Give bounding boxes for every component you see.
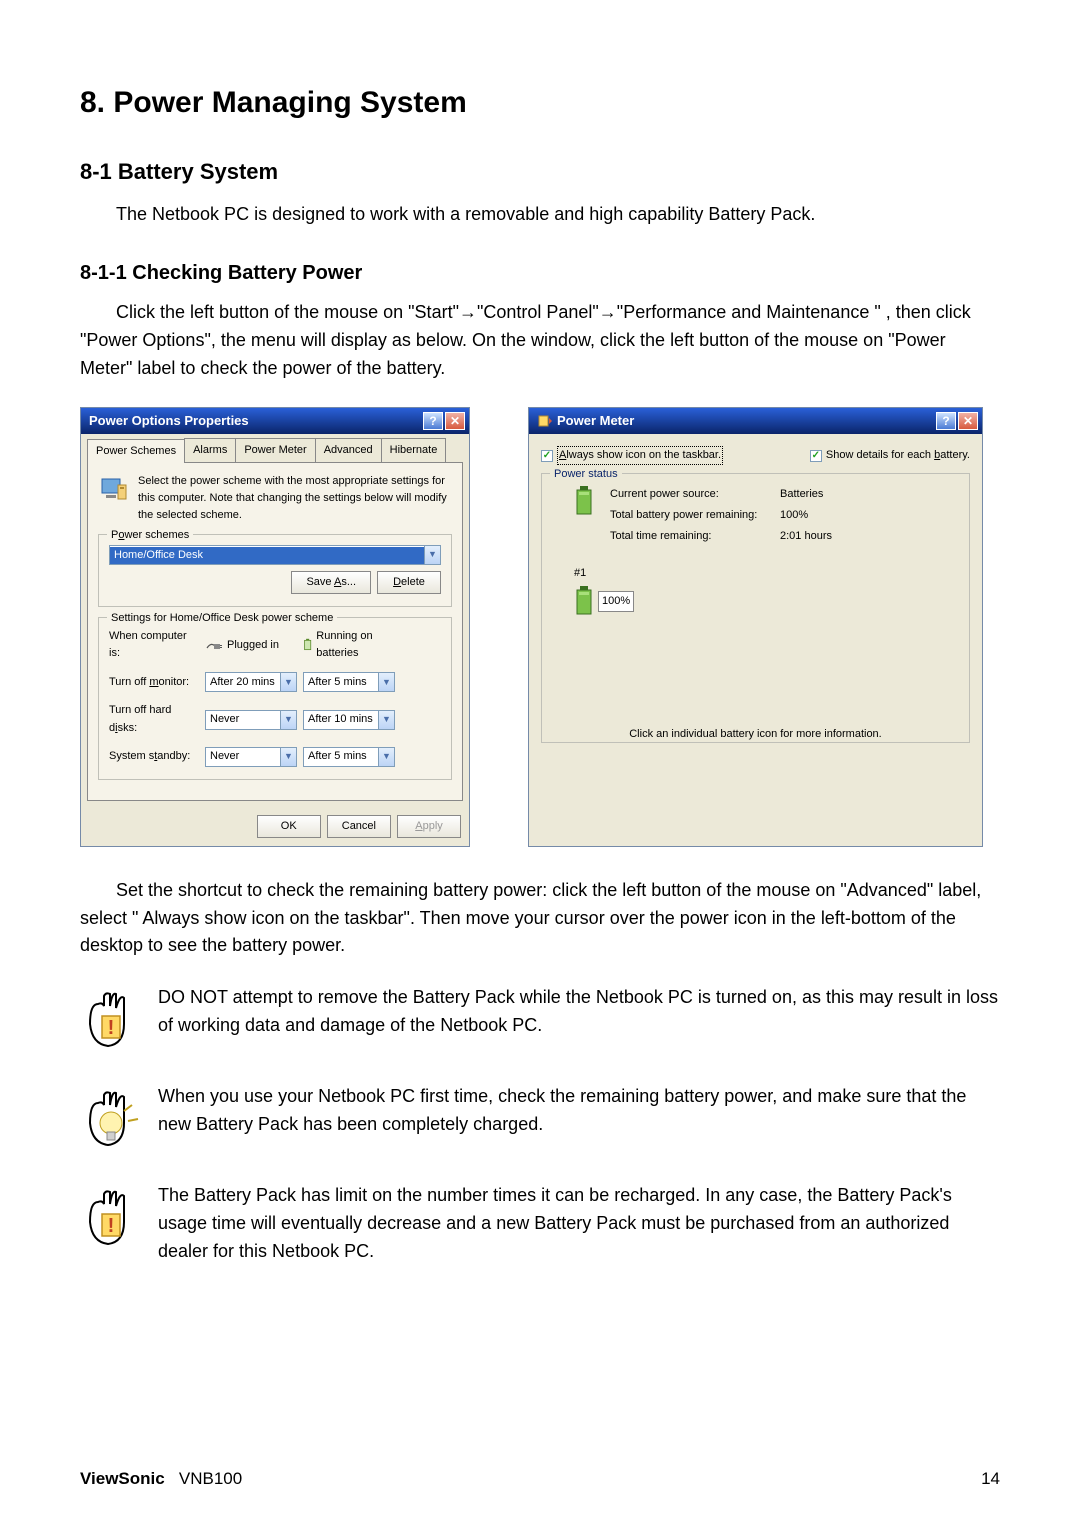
titlebar: Power Meter ? ✕ bbox=[529, 408, 982, 434]
row-label: Turn off hard disks: bbox=[109, 702, 199, 736]
chevron-down-icon: ▼ bbox=[280, 711, 296, 729]
settings-fieldset: Settings for Home/Office Desk power sche… bbox=[98, 617, 452, 779]
ok-button[interactable]: OK bbox=[257, 815, 321, 838]
power-schemes-fieldset: Power schemes Home/Office Desk ▼ Save As… bbox=[98, 534, 452, 607]
titlebar: Power Options Properties ? ✕ bbox=[81, 408, 469, 434]
power-scheme-icon bbox=[98, 473, 130, 505]
tip-hand-icon bbox=[80, 1083, 140, 1162]
svg-text:!: ! bbox=[108, 1215, 115, 1237]
dialog-title: Power Options Properties bbox=[89, 411, 249, 431]
stat-label: Total battery power remaining: bbox=[610, 507, 780, 524]
power-options-dialog: Power Options Properties ? ✕ Power Schem… bbox=[80, 407, 470, 846]
page-number: 14 bbox=[981, 1466, 1000, 1492]
tip-note: When you use your Netbook PC first time,… bbox=[80, 1083, 1000, 1162]
section-heading: 8. Power Managing System bbox=[80, 80, 1000, 127]
plugged-in-header: Plugged in bbox=[205, 637, 297, 654]
tab-panel: Select the power scheme with the most ap… bbox=[87, 462, 463, 800]
show-details-checkbox[interactable]: ✓ Show details for each battery. bbox=[810, 446, 970, 465]
stat-label: Current power source: bbox=[610, 486, 780, 503]
battery-item[interactable]: 100% bbox=[574, 586, 957, 616]
delete-button[interactable]: Delete bbox=[377, 571, 441, 594]
warning-note-1: ! DO NOT attempt to remove the Battery P… bbox=[80, 984, 1000, 1063]
battery-icon bbox=[574, 586, 594, 616]
settings-legend: Settings for Home/Office Desk power sche… bbox=[107, 610, 337, 627]
screenshots-row: Power Options Properties ? ✕ Power Schem… bbox=[80, 407, 1000, 846]
when-label: When computer is: bbox=[109, 628, 199, 662]
stat-value: 100% bbox=[780, 507, 860, 524]
hdd-battery-combo[interactable]: After 10 mins▼ bbox=[303, 710, 395, 730]
svg-text:!: ! bbox=[108, 1017, 115, 1039]
tab-alarms[interactable]: Alarms bbox=[184, 438, 236, 462]
stat-label: Total time remaining: bbox=[610, 528, 780, 545]
tab-power-schemes[interactable]: Power Schemes bbox=[87, 439, 185, 463]
battery-id: #1 bbox=[574, 565, 957, 582]
row-label: Turn off monitor: bbox=[109, 674, 199, 691]
warning-note-2: ! The Battery Pack has limit on the numb… bbox=[80, 1182, 1000, 1266]
page-footer: ViewSonic VNB100 14 bbox=[80, 1466, 1000, 1492]
check-icon: ✓ bbox=[541, 450, 553, 462]
battery-percent: 100% bbox=[598, 591, 634, 612]
help-button[interactable]: ? bbox=[423, 412, 443, 430]
chevron-down-icon: ▼ bbox=[280, 673, 296, 691]
standby-plugged-combo[interactable]: Never▼ bbox=[205, 747, 297, 767]
monitor-battery-combo[interactable]: After 5 mins▼ bbox=[303, 672, 395, 692]
power-status-fieldset: Power status Current power source:Batter… bbox=[541, 473, 970, 743]
note-text: DO NOT attempt to remove the Battery Pac… bbox=[158, 984, 1000, 1040]
warning-hand-icon: ! bbox=[80, 984, 140, 1063]
note-text: When you use your Netbook PC first time,… bbox=[158, 1083, 1000, 1139]
chevron-down-icon: ▼ bbox=[378, 673, 394, 691]
para-check-instructions: Click the left button of the mouse on "S… bbox=[80, 299, 1000, 383]
note-text: The Battery Pack has limit on the number… bbox=[158, 1182, 1000, 1266]
battery-status-icon bbox=[574, 486, 610, 545]
check-icon: ✓ bbox=[810, 450, 822, 462]
tab-advanced[interactable]: Advanced bbox=[315, 438, 382, 462]
power-schemes-legend: Power schemes bbox=[107, 527, 193, 544]
dialog-title: Power Meter bbox=[557, 411, 634, 431]
close-button[interactable]: ✕ bbox=[445, 412, 465, 430]
para-shortcut: Set the shortcut to check the remaining … bbox=[80, 877, 1000, 961]
warning-hand-icon: ! bbox=[80, 1182, 140, 1261]
scheme-combo[interactable]: Home/Office Desk ▼ bbox=[109, 545, 441, 565]
hdd-plugged-combo[interactable]: Never▼ bbox=[205, 710, 297, 730]
tab-power-meter[interactable]: Power Meter bbox=[235, 438, 315, 462]
chevron-down-icon: ▼ bbox=[280, 748, 296, 766]
power-meter-dialog: Power Meter ? ✕ ✓ Always show icon on th… bbox=[528, 407, 983, 846]
battery-header: Running on batteries bbox=[303, 628, 395, 662]
stat-value: Batteries bbox=[780, 486, 860, 503]
tab-hibernate[interactable]: Hibernate bbox=[381, 438, 447, 462]
battery-hint: Click an individual battery icon for mor… bbox=[554, 726, 957, 743]
footer-brand: ViewSonic bbox=[80, 1469, 165, 1488]
power-status-legend: Power status bbox=[550, 466, 622, 483]
footer-model: VNB100 bbox=[179, 1469, 242, 1488]
scheme-description: Select the power scheme with the most ap… bbox=[138, 473, 452, 524]
standby-battery-combo[interactable]: After 5 mins▼ bbox=[303, 747, 395, 767]
row-label: System standby: bbox=[109, 748, 199, 765]
subsubsection-heading: 8-1-1 Checking Battery Power bbox=[80, 258, 1000, 289]
power-meter-icon bbox=[537, 413, 553, 429]
always-show-icon-checkbox[interactable]: ✓ Always show icon on the taskbar. bbox=[541, 446, 723, 465]
para-battery-system: The Netbook PC is designed to work with … bbox=[80, 201, 1000, 229]
chevron-down-icon: ▼ bbox=[424, 546, 440, 564]
chevron-down-icon: ▼ bbox=[378, 711, 394, 729]
stat-value: 2:01 hours bbox=[780, 528, 860, 545]
help-button[interactable]: ? bbox=[936, 412, 956, 430]
subsection-heading: 8-1 Battery System bbox=[80, 155, 1000, 189]
plug-icon bbox=[205, 638, 223, 652]
chevron-down-icon: ▼ bbox=[378, 748, 394, 766]
tab-strip: Power Schemes Alarms Power Meter Advance… bbox=[81, 434, 469, 462]
cancel-button[interactable]: Cancel bbox=[327, 815, 391, 838]
monitor-plugged-combo[interactable]: After 20 mins▼ bbox=[205, 672, 297, 692]
battery-icon bbox=[303, 637, 312, 653]
close-button[interactable]: ✕ bbox=[958, 412, 978, 430]
save-as-button[interactable]: Save As... bbox=[291, 571, 371, 594]
apply-button[interactable]: Apply bbox=[397, 815, 461, 838]
